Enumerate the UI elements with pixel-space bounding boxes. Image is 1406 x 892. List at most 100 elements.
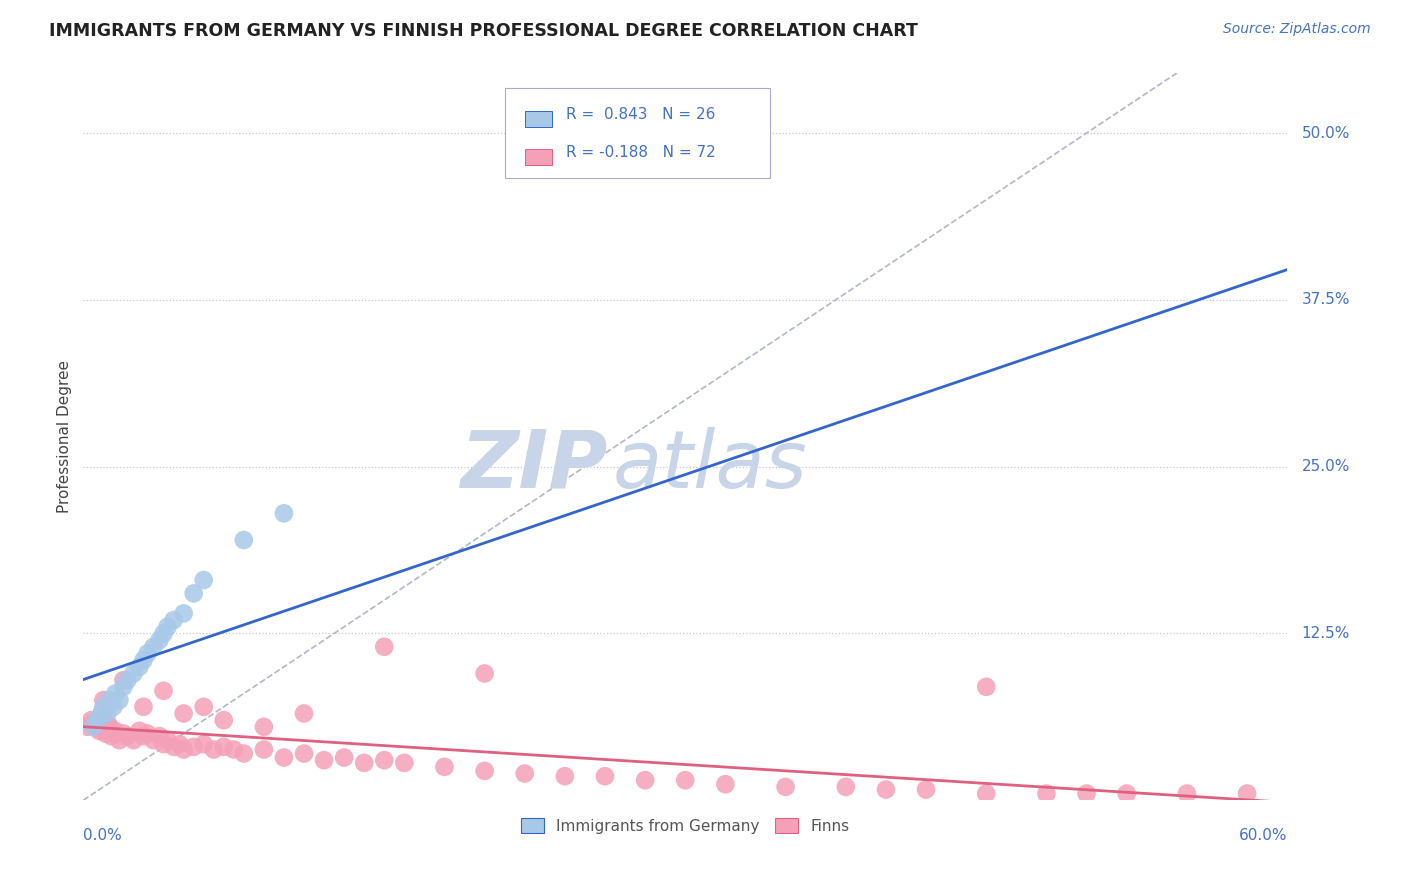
Point (183, 739, 205, 754)
Point (156, 733, 179, 747)
Point (212, 739, 235, 754)
Point (108, 733, 131, 747)
Point (148, 729, 170, 743)
Point (373, 753, 395, 767)
Point (232, 747, 254, 761)
Point (162, 613, 184, 627)
Point (96, 715, 118, 730)
Point (193, 699, 215, 714)
Point (100, 729, 122, 743)
Point (202, 742, 225, 756)
Y-axis label: Professional Degree: Professional Degree (58, 360, 72, 513)
Point (253, 720, 276, 734)
Point (173, 742, 195, 756)
Point (80, 713, 103, 727)
Point (132, 699, 155, 714)
Point (86, 713, 108, 727)
Point (156, 620, 179, 634)
Point (173, 607, 195, 621)
Point (835, 780, 858, 794)
Point (152, 626, 174, 640)
Point (974, 680, 997, 694)
Point (273, 750, 295, 764)
Point (173, 706, 195, 721)
Point (673, 773, 696, 788)
Point (82, 715, 104, 730)
Point (152, 683, 174, 698)
Point (1175, 787, 1198, 801)
Point (142, 733, 165, 747)
Point (1076, 787, 1098, 801)
Text: ZIP: ZIP (460, 426, 607, 505)
Point (76, 720, 98, 734)
Point (112, 726, 135, 740)
Text: 0.0%: 0.0% (83, 828, 122, 843)
Point (1035, 787, 1057, 801)
Point (775, 780, 797, 794)
Point (94, 726, 117, 740)
Point (373, 640, 395, 654)
Point (103, 726, 125, 740)
Point (232, 533, 254, 547)
FancyBboxPatch shape (526, 111, 551, 127)
Point (117, 673, 139, 687)
Point (292, 706, 315, 721)
Point (122, 733, 145, 747)
Legend: Immigrants from Germany, Finns: Immigrants from Germany, Finns (515, 812, 855, 840)
Point (593, 769, 616, 783)
Point (333, 750, 356, 764)
Point (136, 647, 159, 661)
Point (554, 769, 576, 783)
Text: R = -0.188   N = 72: R = -0.188 N = 72 (567, 145, 716, 160)
Point (104, 686, 127, 700)
Point (353, 756, 375, 770)
Point (162, 739, 184, 754)
Point (634, 773, 657, 788)
Text: 12.5%: 12.5% (1302, 626, 1350, 641)
Point (292, 747, 315, 761)
Point (253, 742, 276, 756)
Text: atlas: atlas (613, 426, 808, 505)
Point (474, 764, 496, 778)
Point (96, 706, 118, 721)
Point (128, 660, 150, 674)
Point (122, 666, 145, 681)
Point (875, 782, 897, 797)
Text: 25.0%: 25.0% (1302, 459, 1350, 475)
Point (193, 573, 215, 587)
Point (86, 713, 108, 727)
Point (1236, 787, 1258, 801)
Point (90, 720, 112, 734)
Point (433, 760, 456, 774)
Point (82, 720, 104, 734)
Point (1115, 787, 1137, 801)
FancyBboxPatch shape (526, 149, 551, 165)
Point (132, 729, 155, 743)
Point (136, 726, 159, 740)
Point (93, 693, 115, 707)
Text: R =  0.843   N = 26: R = 0.843 N = 26 (567, 107, 716, 122)
Point (474, 666, 496, 681)
Point (104, 723, 127, 738)
Point (103, 699, 125, 714)
Text: 60.0%: 60.0% (1239, 828, 1288, 843)
Point (90, 706, 112, 721)
Point (84, 720, 107, 734)
Point (212, 713, 235, 727)
FancyBboxPatch shape (505, 87, 769, 178)
Point (169, 737, 191, 751)
Text: IMMIGRANTS FROM GERMANY VS FINNISH PROFESSIONAL DEGREE CORRELATION CHART: IMMIGRANTS FROM GERMANY VS FINNISH PROFE… (49, 22, 918, 40)
Point (974, 787, 997, 801)
Point (128, 723, 150, 738)
Point (915, 782, 938, 797)
Point (183, 586, 205, 600)
Point (152, 737, 174, 751)
Point (98, 693, 121, 707)
Point (93, 699, 115, 714)
Point (112, 673, 135, 687)
Point (273, 506, 295, 520)
Text: 50.0%: 50.0% (1302, 126, 1350, 141)
Point (98, 720, 121, 734)
Point (714, 777, 737, 791)
Point (394, 756, 416, 770)
